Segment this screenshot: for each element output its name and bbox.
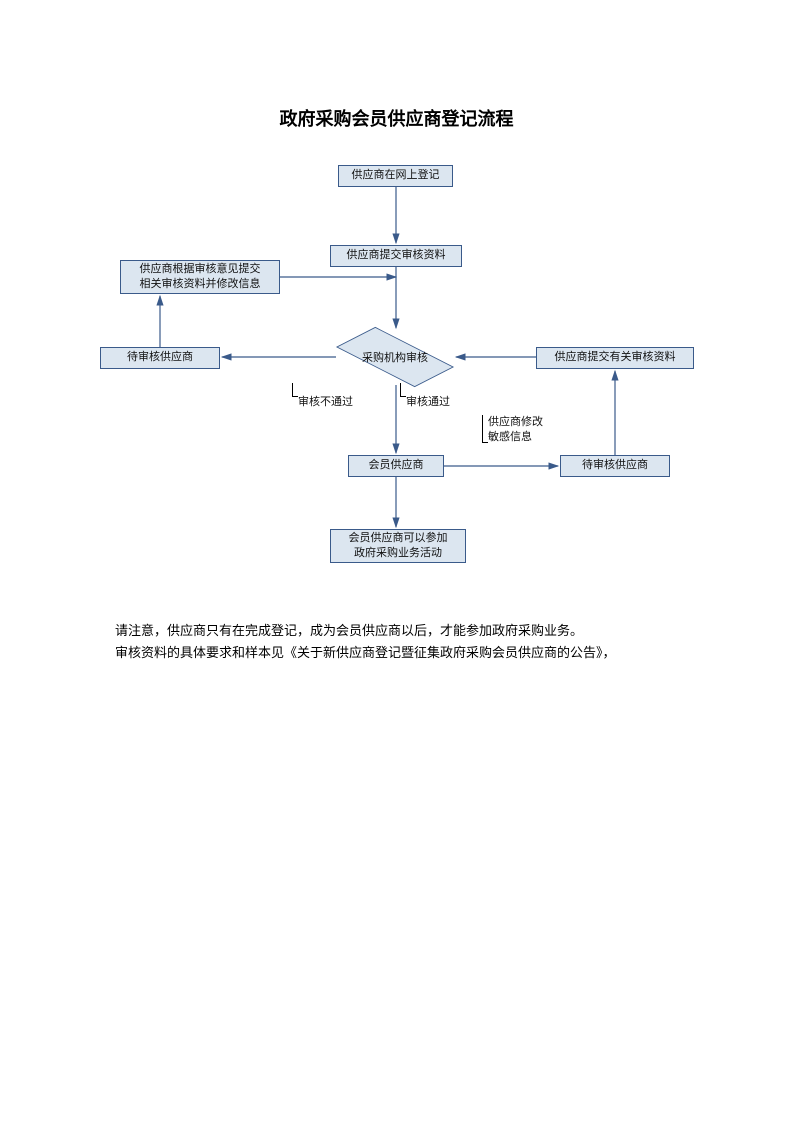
- page-title: 政府采购会员供应商登记流程: [0, 105, 793, 131]
- label-fail: 审核不通过: [298, 395, 353, 410]
- node-submit-materials: 供应商提交审核资料: [330, 245, 462, 267]
- node-pending-left: 待审核供应商: [100, 347, 220, 369]
- node-participate: 会员供应商可以参加政府采购业务活动: [330, 529, 466, 563]
- node-review-decision-label: 采购机构审核: [335, 327, 455, 387]
- label-pass: 审核通过: [406, 395, 450, 410]
- footer-line-2: 审核资料的具体要求和样本见《关于新供应商登记暨征集政府采购会员供应商的公告》，: [115, 642, 616, 664]
- node-member-supplier: 会员供应商: [348, 455, 444, 477]
- node-submit-related: 供应商提交有关审核资料: [536, 347, 694, 369]
- node-resubmit-fix: 供应商根据审核意见提交相关审核资料并修改信息: [120, 260, 280, 294]
- label-modify: 供应商修改敏感信息: [488, 415, 543, 446]
- footer-line-1: 请注意，供应商只有在完成登记，成为会员供应商以后，才能参加政府采购业务。: [115, 620, 583, 642]
- node-register-online: 供应商在网上登记: [338, 165, 453, 187]
- node-review-decision: 采购机构审核: [335, 327, 455, 387]
- flowchart: 供应商在网上登记 供应商提交审核资料 供应商根据审核意见提交相关审核资料并修改信…: [100, 155, 700, 595]
- node-pending-right: 待审核供应商: [560, 455, 670, 477]
